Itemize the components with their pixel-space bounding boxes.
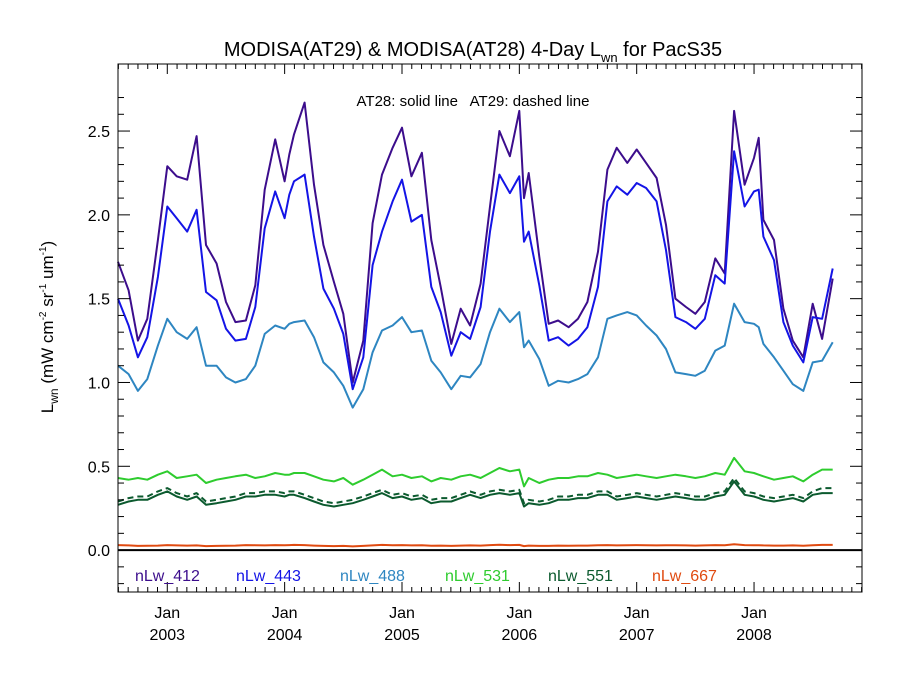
y-tick-label: 1.0 (88, 375, 110, 392)
series-line-nlw-531 (117, 456, 833, 488)
legend: nLw_412 nLw_443 nLw_488 nLw_531 nLw_551 nLw_6… (135, 568, 717, 585)
chart-title-main: MODISA(AT29) & MODISA(AT28) 4-Day L (224, 39, 601, 61)
legend-item-nlw-667: nLw_667 (652, 568, 717, 585)
y-label-sr: sr (38, 292, 57, 311)
y-tick-label: 0.5 (88, 459, 110, 476)
series-line-nlw-551 (117, 480, 833, 508)
y-label-unit-open: (mW cm (38, 320, 57, 388)
series-line-nlw-551-at29- (117, 477, 833, 505)
y-label-base-sub: wn (47, 388, 61, 404)
x-tick-label-year: 2007 (619, 627, 655, 644)
x-tick-label-year: 2006 (502, 627, 538, 644)
series-line-nlw-443 (117, 150, 834, 391)
y-tick-label: 0.0 (88, 543, 110, 560)
chart-title-sub: wn (600, 50, 618, 65)
x-tick-label-month: Jan (506, 605, 532, 622)
legend-item-nlw-443: nLw_443 (236, 568, 301, 585)
x-tick-label-year: 2003 (149, 627, 185, 644)
chart-title-suffix: for PacS35 (618, 39, 723, 61)
series-line-nlw-488 (117, 302, 834, 409)
y-label-um: um (38, 255, 57, 283)
axes-group: 0.0 0.5 1.0 1.5 2.0 2.5 Jan 2003 Jan 2004 Jan 2005 J… (88, 63, 863, 644)
y-tick-label: 1.5 (88, 292, 110, 309)
x-tick-label-month: Jan (272, 605, 298, 622)
legend-item-nlw-412: nLw_412 (135, 568, 200, 585)
legend-item-nlw-551: nLw_551 (548, 568, 613, 585)
y-axis-label: Lwn (mW cm-2 sr-1 um-1) (38, 241, 61, 413)
x-tick-label-month: Jan (389, 605, 415, 622)
y-tick-label: 2.0 (88, 208, 110, 225)
plot-frame (117, 63, 863, 593)
line-style-note: AT28: solid line AT29: dashed line (357, 93, 590, 110)
y-label-exp2: -1 (38, 283, 49, 292)
y-label-base: L (38, 404, 57, 413)
x-tick-label-month: Jan (154, 605, 180, 622)
series-line-nlw-412 (117, 101, 834, 384)
series-group (117, 101, 834, 548)
y-label-exp3: -1 (38, 246, 49, 255)
x-tick-label-year: 2008 (736, 627, 772, 644)
x-tick-label-month: Jan (624, 605, 650, 622)
series-line-nlw-667 (117, 543, 833, 548)
x-tick-label-month: Jan (741, 605, 767, 622)
legend-item-nlw-488: nLw_488 (340, 568, 405, 585)
chart-title: MODISA(AT29) & MODISA(AT28) 4-Day Lwn fo… (224, 39, 722, 65)
legend-item-nlw-531: nLw_531 (445, 568, 510, 585)
y-label-exp1: -2 (38, 311, 49, 320)
y-tick-label: 2.5 (88, 124, 110, 141)
x-tick-label-year: 2005 (384, 627, 420, 644)
y-label-unit-close: ) (38, 241, 57, 247)
x-tick-label-year: 2004 (267, 627, 303, 644)
